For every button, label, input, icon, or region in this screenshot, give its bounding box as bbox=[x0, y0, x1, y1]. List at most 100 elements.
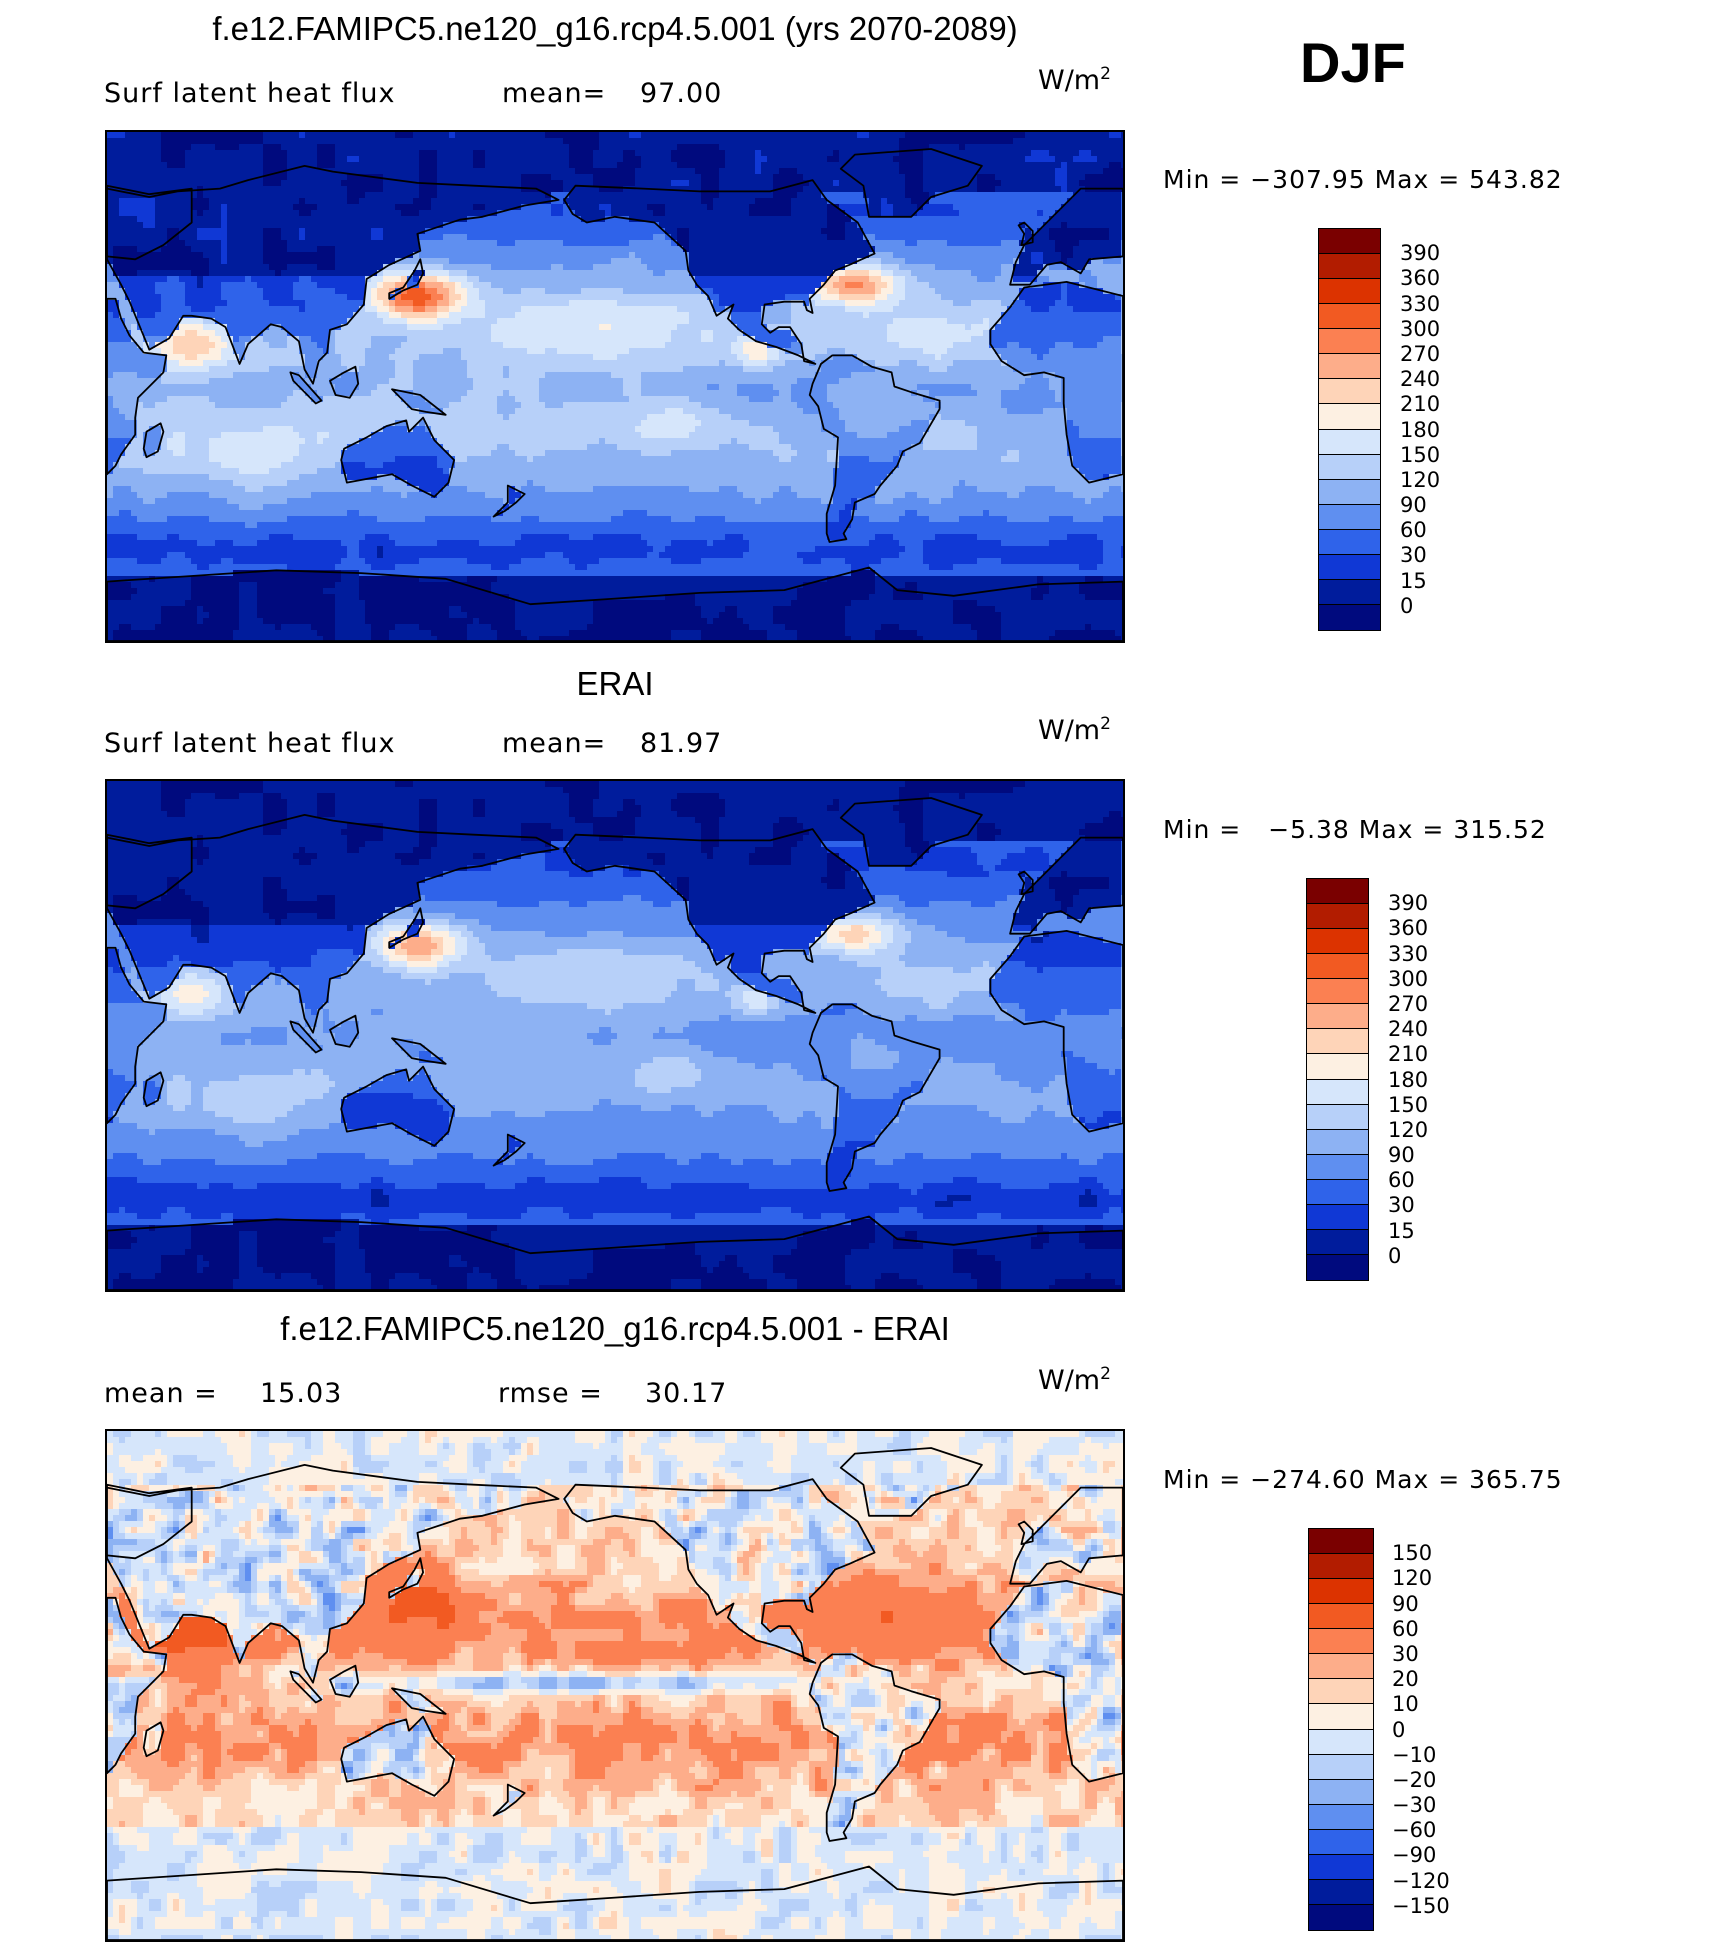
colorbar bbox=[1318, 228, 1381, 631]
colorbar-tick-label: 60 bbox=[1388, 1168, 1415, 1192]
rmse-label: rmse = bbox=[498, 1378, 603, 1409]
colorbar-tick-label: −30 bbox=[1392, 1793, 1436, 1817]
panel-title: f.e12.FAMIPC5.ne120_g16.rcp4.5.001 - ERA… bbox=[105, 1310, 1125, 1348]
colorbar-swatch bbox=[1307, 1229, 1368, 1255]
panel-title: ERAI bbox=[105, 665, 1125, 703]
unit-label: W/m2 bbox=[1038, 714, 1111, 746]
map-canvas bbox=[107, 132, 1123, 641]
colorbar-swatch bbox=[1307, 879, 1368, 905]
mean-value: 97.00 bbox=[640, 78, 722, 109]
max-label: Max = bbox=[1375, 1465, 1461, 1494]
colorbar-swatch bbox=[1309, 1629, 1373, 1655]
mean-value: 15.03 bbox=[260, 1378, 342, 1409]
colorbar-tick-label: −10 bbox=[1392, 1743, 1436, 1767]
colorbar-swatch bbox=[1319, 279, 1380, 305]
colorbar-swatch bbox=[1309, 1879, 1373, 1905]
flux-field bbox=[107, 132, 1123, 641]
colorbar-tick-label: 360 bbox=[1400, 266, 1440, 290]
min-value: −307.95 bbox=[1250, 165, 1365, 194]
colorbar-swatch bbox=[1319, 379, 1380, 405]
colorbar-swatch bbox=[1307, 1204, 1368, 1230]
colorbar-tick-label: 270 bbox=[1400, 342, 1440, 366]
colorbar-swatch bbox=[1309, 1829, 1373, 1855]
colorbar-swatch bbox=[1307, 1054, 1368, 1080]
coastline bbox=[107, 797, 1123, 1290]
colorbar-swatch bbox=[1309, 1529, 1373, 1555]
colorbar-swatch bbox=[1309, 1779, 1373, 1805]
min-label: Min = bbox=[1163, 165, 1241, 194]
colorbar-tick-label: 390 bbox=[1388, 891, 1428, 915]
colorbar-tick-label: 10 bbox=[1392, 1692, 1419, 1716]
min-max-readout: Min = −5.38 Max = 315.52 bbox=[1163, 815, 1547, 844]
colorbar-tick-label: 20 bbox=[1392, 1667, 1419, 1691]
colorbar-swatch bbox=[1307, 904, 1368, 930]
colorbar-swatch bbox=[1307, 1104, 1368, 1130]
season-label: DJF bbox=[1300, 30, 1406, 95]
colorbar-tick-label: 90 bbox=[1400, 493, 1427, 517]
map-model bbox=[105, 130, 1125, 643]
colorbar-swatch bbox=[1307, 979, 1368, 1005]
colorbar-tick-label: 300 bbox=[1400, 317, 1440, 341]
colorbar-tick-label: 390 bbox=[1400, 241, 1440, 265]
colorbar-tick-label: 15 bbox=[1400, 569, 1427, 593]
colorbar-tick-label: 120 bbox=[1392, 1566, 1432, 1590]
min-max-readout: Min = −307.95 Max = 543.82 bbox=[1163, 165, 1563, 194]
colorbar-tick-label: 210 bbox=[1400, 392, 1440, 416]
colorbar-swatch bbox=[1307, 1079, 1368, 1105]
colorbar-swatch bbox=[1319, 504, 1380, 530]
rmse-value: 30.17 bbox=[645, 1378, 727, 1409]
colorbar-tick-label: 90 bbox=[1392, 1592, 1419, 1616]
colorbar-tick-label: 150 bbox=[1400, 443, 1440, 467]
colorbar-swatch bbox=[1309, 1754, 1373, 1780]
colorbar-swatch bbox=[1319, 329, 1380, 355]
colorbar-tick-label: −20 bbox=[1392, 1768, 1436, 1792]
colorbar-swatch bbox=[1319, 579, 1380, 605]
colorbar-swatch bbox=[1309, 1679, 1373, 1705]
max-value: 315.52 bbox=[1453, 815, 1546, 844]
colorbar-tick-label: 120 bbox=[1400, 468, 1440, 492]
min-label: Min = bbox=[1163, 815, 1241, 844]
colorbar-swatch bbox=[1307, 1004, 1368, 1030]
colorbar-swatch bbox=[1307, 1179, 1368, 1205]
colorbar-tick-label: 60 bbox=[1400, 518, 1427, 542]
colorbar-tick-label: 330 bbox=[1388, 942, 1428, 966]
colorbar-swatch bbox=[1309, 1604, 1373, 1630]
colorbar-tick-label: 360 bbox=[1388, 916, 1428, 940]
colorbar-tick-label: 0 bbox=[1388, 1244, 1401, 1268]
colorbar-swatch bbox=[1309, 1904, 1373, 1930]
colorbar-swatch bbox=[1307, 1154, 1368, 1180]
colorbar-tick-label: 15 bbox=[1388, 1219, 1415, 1243]
colorbar-swatch bbox=[1309, 1854, 1373, 1880]
min-value: −5.38 bbox=[1268, 815, 1350, 844]
colorbar-swatch bbox=[1319, 229, 1380, 255]
colorbar-swatch bbox=[1307, 1029, 1368, 1055]
colorbar-swatch bbox=[1309, 1579, 1373, 1605]
colorbar-tick-label: 60 bbox=[1392, 1617, 1419, 1641]
colorbar-swatch bbox=[1319, 479, 1380, 505]
colorbar-tick-label: 180 bbox=[1388, 1068, 1428, 1092]
colorbar-swatch bbox=[1309, 1654, 1373, 1680]
colorbar-tick-label: 150 bbox=[1392, 1541, 1432, 1565]
min-max-readout: Min = −274.60 Max = 365.75 bbox=[1163, 1465, 1563, 1494]
max-value: 365.75 bbox=[1469, 1465, 1562, 1494]
colorbar-tick-label: −150 bbox=[1392, 1894, 1450, 1918]
colorbar-swatch bbox=[1309, 1729, 1373, 1755]
unit-label: W/m2 bbox=[1038, 64, 1111, 96]
colorbar-swatch bbox=[1309, 1804, 1373, 1830]
mean-label: mean= bbox=[502, 728, 606, 759]
colorbar-swatch bbox=[1319, 454, 1380, 480]
colorbar bbox=[1308, 1528, 1374, 1931]
colorbar bbox=[1306, 878, 1369, 1281]
colorbar-tick-label: 90 bbox=[1388, 1143, 1415, 1167]
unit-label: W/m2 bbox=[1038, 1364, 1111, 1396]
colorbar-tick-label: −120 bbox=[1392, 1869, 1450, 1893]
field-label: Surf latent heat flux bbox=[104, 78, 396, 109]
flux-field bbox=[107, 781, 1123, 1290]
max-label: Max = bbox=[1359, 815, 1445, 844]
colorbar-tick-label: 180 bbox=[1400, 418, 1440, 442]
colorbar-swatch bbox=[1307, 954, 1368, 980]
colorbar-swatch bbox=[1319, 354, 1380, 380]
map-diff bbox=[105, 1429, 1125, 1942]
max-value: 543.82 bbox=[1469, 165, 1562, 194]
colorbar-tick-label: 120 bbox=[1388, 1118, 1428, 1142]
